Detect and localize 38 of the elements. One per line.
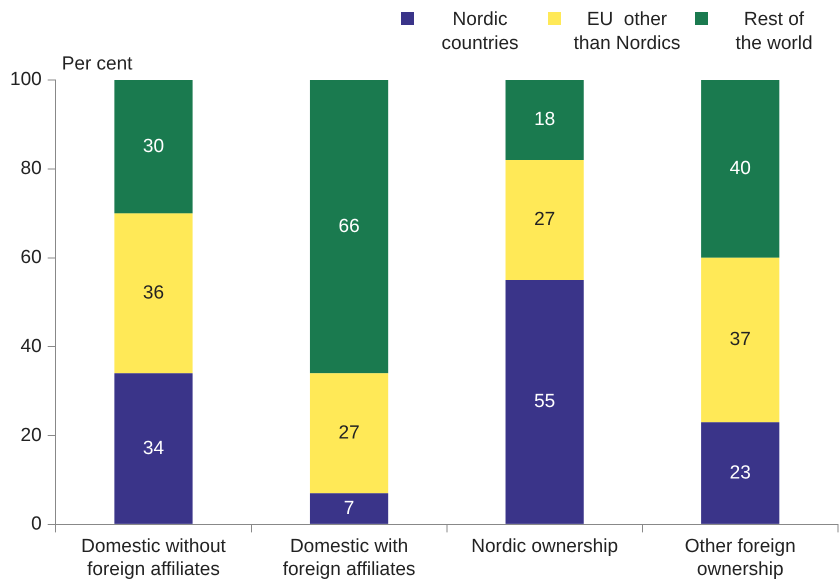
x-tick-label: Nordic ownership (471, 536, 618, 558)
bar (310, 80, 388, 374)
bar (310, 493, 388, 524)
legend-label: Rest of the world (734, 8, 814, 56)
data-label: 66 (338, 216, 360, 237)
x-tick-label: Other foreign ownership (684, 536, 796, 580)
bar (114, 213, 193, 374)
data-label: 23 (730, 462, 751, 484)
legend-label: Nordic countries (440, 8, 520, 56)
data-label: 40 (730, 158, 751, 180)
bar (701, 80, 780, 258)
y-tick-label: 100 (10, 69, 42, 90)
bar (506, 160, 584, 280)
x-tick-label: Domestic without foreign affiliates (81, 536, 227, 580)
x-tick-label: Domestic with foreign affiliates (282, 536, 416, 580)
y-tick-label: 0 (31, 514, 42, 535)
y-tick-label: 20 (20, 424, 42, 446)
data-label: 27 (534, 209, 556, 230)
y-tick-label: 40 (20, 336, 42, 357)
bar (506, 280, 584, 524)
data-label: 34 (142, 438, 164, 459)
bar (506, 80, 584, 160)
bar (310, 373, 388, 494)
bar (701, 258, 780, 422)
data-label: 37 (730, 329, 751, 350)
y-tick-label: 80 (20, 158, 42, 180)
data-label: 18 (534, 109, 556, 130)
y-axis-title: Per cent (62, 54, 134, 75)
bar (114, 80, 193, 214)
bar (701, 422, 780, 524)
y-tick-label: 60 (20, 246, 42, 268)
legend-label: EU other than Nordics (572, 8, 682, 56)
data-label: 27 (338, 422, 360, 444)
data-label: 7 (344, 498, 354, 519)
data-label: 36 (142, 282, 164, 304)
data-label: 30 (142, 136, 164, 157)
bar (114, 373, 193, 524)
data-label: 55 (534, 391, 556, 412)
